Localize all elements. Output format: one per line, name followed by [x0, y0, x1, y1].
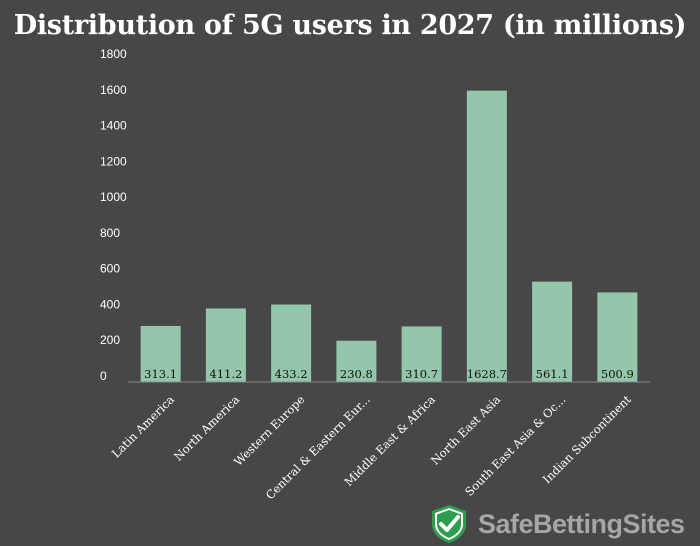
- y-tick-label: 1800: [100, 47, 127, 61]
- bar: [336, 340, 377, 382]
- y-tick-label: 800: [100, 226, 120, 240]
- bar: [466, 90, 507, 382]
- bar: [401, 326, 442, 382]
- y-tick-label: 1600: [100, 83, 127, 97]
- y-tick-label: 1000: [100, 190, 127, 204]
- y-tick-label: 200: [100, 333, 120, 347]
- bar-series: [140, 90, 638, 382]
- x-tick-label: Central & Eastern Eur...: [263, 392, 373, 502]
- data-label: 313.1: [144, 367, 177, 381]
- bar: [532, 281, 573, 382]
- data-label: 411.2: [209, 367, 242, 381]
- x-tick-label: North East Asia: [428, 392, 503, 467]
- y-tick-label: 400: [100, 297, 120, 311]
- shield-check-icon: [432, 505, 466, 543]
- bar: [271, 304, 312, 382]
- data-label: 433.2: [275, 367, 308, 381]
- bar: [597, 292, 638, 382]
- chart-title: Distribution of 5G users in 2027 (in mil…: [13, 10, 687, 41]
- y-tick-label: 1400: [100, 119, 127, 133]
- x-tick-label: North America: [171, 392, 242, 463]
- data-label: 561.1: [536, 367, 569, 381]
- data-label: 310.7: [405, 367, 438, 381]
- y-tick-label: 600: [100, 262, 120, 276]
- bar: [140, 325, 181, 382]
- data-labels: 313.1 411.2 433.2 230.8 310.7 1628.7 561.1 500.…: [144, 367, 634, 381]
- x-tick-label: Western Europe: [231, 392, 307, 468]
- brand-logo: SafeBettingSites: [430, 504, 685, 544]
- bar: [205, 308, 246, 382]
- y-axis: 0 200 400 600 800 1000 1200 1400 1600 1800: [100, 47, 127, 383]
- y-tick-label: 1200: [100, 154, 127, 168]
- data-label: 1628.7: [467, 367, 507, 381]
- x-tick-label: Latin America: [109, 392, 177, 460]
- data-label: 500.9: [601, 367, 634, 381]
- data-label: 230.8: [340, 367, 373, 381]
- brand-name: SafeBettingSites: [478, 508, 685, 539]
- y-tick-label: 0: [100, 369, 107, 383]
